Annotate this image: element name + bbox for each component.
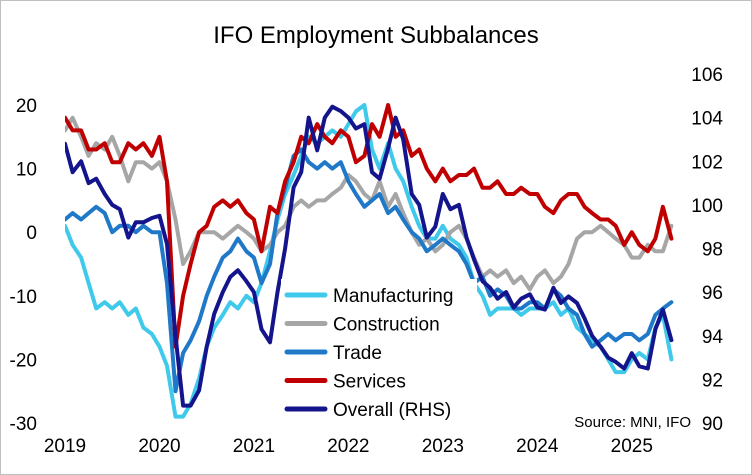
legend-label: Overall (RHS) <box>333 400 451 421</box>
y-right-tick-label: 100 <box>691 196 723 217</box>
y-left-tick-label: 20 <box>16 96 37 117</box>
y-left-tick-label: -30 <box>10 414 37 435</box>
x-tick-label: 2024 <box>516 436 559 457</box>
legend-label: Trade <box>333 343 382 364</box>
chart-title: IFO Employment Subbalances <box>213 22 539 49</box>
y-right-tick-label: 104 <box>691 109 723 130</box>
legend: Manufacturing Construction Trade Services Ov… <box>281 279 477 426</box>
source-note: Source: MNI, IFO <box>574 414 691 431</box>
y-left-tick-label: -10 <box>10 287 37 308</box>
axes: 2019 2020 2021 2022 2023 2024 202520100-10-20-… <box>10 65 724 457</box>
y-left-tick-label: -20 <box>10 350 37 371</box>
y-left-tick-label: 10 <box>16 160 37 181</box>
x-tick-label: 2020 <box>138 436 180 457</box>
legend-label: Manufacturing <box>333 286 453 307</box>
series-line-overall-rhs <box>65 104 674 408</box>
y-right-tick-label: 96 <box>702 283 723 304</box>
series-lines <box>65 103 674 419</box>
y-right-tick-label: 92 <box>702 370 723 391</box>
x-tick-label: 2019 <box>44 436 86 457</box>
y-right-tick-label: 98 <box>702 240 723 261</box>
legend-label: Construction <box>333 315 440 336</box>
x-tick-label: 2025 <box>611 436 653 457</box>
x-tick-label: 2021 <box>233 436 275 457</box>
legend-label: Services <box>333 372 406 393</box>
y-right-tick-label: 94 <box>702 327 724 348</box>
y-right-tick-label: 106 <box>691 65 723 86</box>
y-right-tick-label: 102 <box>691 152 723 173</box>
x-tick-label: 2022 <box>327 436 369 457</box>
series-line-trade <box>65 147 674 394</box>
y-right-tick-label: 90 <box>702 414 723 435</box>
x-tick-label: 2023 <box>422 436 464 457</box>
y-left-tick-label: 0 <box>26 223 37 244</box>
